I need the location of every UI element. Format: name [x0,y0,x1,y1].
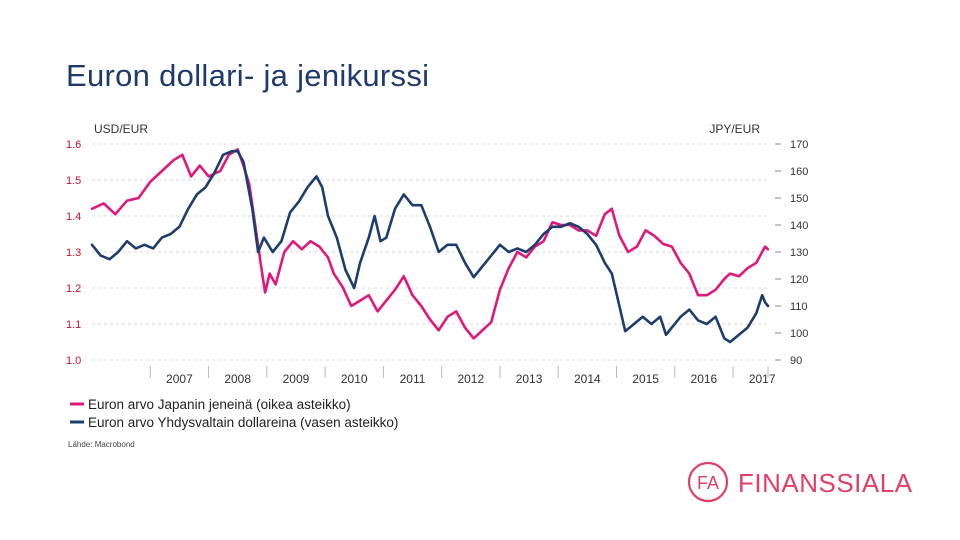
left-tick-label: 1.1 [66,319,81,331]
legend-label-jpy: Euron arvo Japanin jeneinä (oikea asteik… [88,397,351,412]
left-tick-label: 1.3 [66,247,81,259]
right-tick-label: 140 [790,220,808,232]
x-tick-label: 2011 [400,372,426,386]
series [90,148,770,344]
logo-text: FINANSSIALA [738,468,913,498]
right-tick-label: 160 [790,166,808,178]
left-axis-label: USD/EUR [94,122,148,136]
left-tick-label: 1.4 [66,211,81,223]
slide-title: Euron dollari- ja jenikurssi [66,58,430,93]
finanssiala-logo: FA FINANSSIALA [686,460,916,506]
series-line-usd [90,149,770,344]
right-axis-label: JPY/EUR [709,122,760,136]
legend: Euron arvo Japanin jeneinä (oikea asteik… [70,397,398,430]
x-tick-label: 2012 [457,372,484,386]
axes: USD/EUR JPY/EUR 1.6 1.5 1.4 1.3 1.2 1.1 1.0 170… [66,122,808,386]
right-tick-label: 90 [790,355,802,367]
x-tick-label: 2013 [516,372,543,386]
right-tick-label: 120 [790,274,808,286]
series-line-jpy [90,148,770,340]
fa-logo-icon: FA [687,461,729,503]
left-tick-label: 1.5 [66,175,81,187]
right-tick-label: 150 [790,193,808,205]
left-tick-label: 1.0 [66,355,81,367]
right-tick-label: 100 [790,328,808,340]
right-tick-label: 170 [790,139,808,151]
x-tick-label: 2014 [574,372,601,386]
x-tick-label: 2007 [166,372,193,386]
logo-mark: FA [697,473,719,493]
x-tick-label: 2009 [283,372,310,386]
x-tick-label: 2010 [341,372,368,386]
right-tick-label: 130 [790,247,808,259]
x-tick-label: 2017 [749,372,776,386]
left-tick-label: 1.6 [66,139,81,151]
x-tick-label: 2008 [224,372,251,386]
x-tick-label: 2015 [632,372,659,386]
legend-label-usd: Euron arvo Yhdysvaltain dollareina (vase… [88,415,398,430]
left-tick-label: 1.2 [66,283,81,295]
source-note: Lähde: Macrobond [68,440,135,449]
x-tick-label: 2016 [691,372,718,386]
grid-lines [92,143,768,361]
right-tick-label: 110 [790,301,808,313]
